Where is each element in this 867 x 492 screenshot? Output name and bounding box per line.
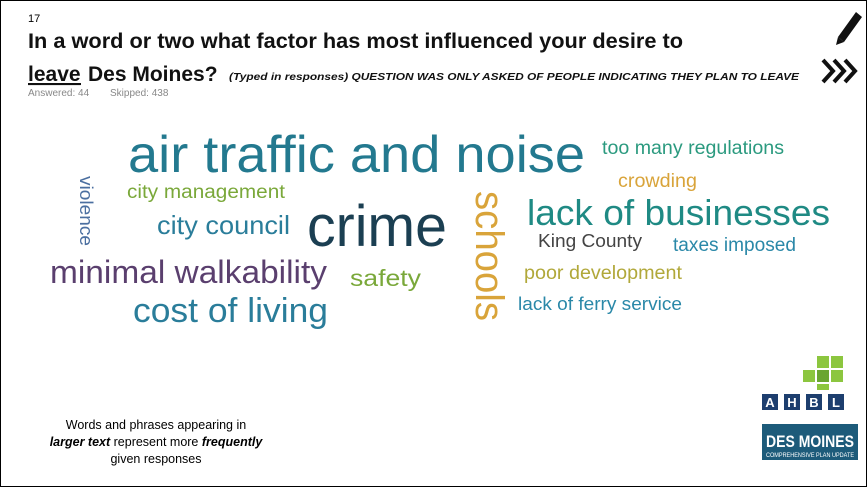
question-place: Des Moines? — [88, 63, 218, 86]
word: lack of businesses — [527, 192, 830, 233]
skipped: Skipped: 438 — [110, 88, 169, 99]
logo-tagline: COMPREHENSIVE PLAN UPDATE — [766, 453, 854, 459]
ahbl-logo: A H B L — [762, 356, 844, 410]
logo-letter: B — [809, 395, 818, 410]
word: city management — [127, 182, 286, 203]
footnote-text: larger text represent more frequently — [50, 435, 264, 449]
word: cost of living — [133, 292, 328, 330]
footnote-text: given responses — [110, 452, 201, 466]
word: violence — [76, 176, 96, 246]
logo-letter: A — [765, 395, 775, 410]
next-icon[interactable] — [821, 58, 858, 84]
word: schools — [467, 191, 511, 321]
footnote-text: Words and phrases appearing in — [66, 418, 246, 432]
word: city council — [157, 210, 290, 240]
word: poor development — [524, 263, 683, 284]
pencil-icon[interactable] — [836, 12, 862, 45]
question-emphasis: leave — [28, 63, 81, 86]
word: air traffic and noise — [128, 126, 585, 184]
logo-city: DES MOINES — [766, 432, 854, 451]
footnote-emphasis: larger text — [50, 435, 111, 449]
answered: Answered: 44 — [28, 88, 90, 99]
word: too many regulations — [602, 138, 784, 159]
word-cloud: air traffic and noise too many regulatio… — [50, 126, 830, 330]
question-line: In a word or two what factor has most in… — [28, 30, 683, 53]
des-moines-logo: DES MOINES COMPREHENSIVE PLAN UPDATE — [762, 424, 858, 460]
word: safety — [350, 265, 422, 291]
word: King County — [538, 231, 642, 251]
question-note: (Typed in responses) QUESTION WAS ONLY A… — [229, 71, 800, 83]
logo-letter: L — [832, 395, 840, 410]
footnote: Words and phrases appearing in larger te… — [50, 418, 264, 466]
word: crowding — [618, 171, 697, 192]
footnote-text: represent more — [114, 435, 199, 449]
word: lack of ferry service — [518, 294, 682, 314]
slide-number: 17 — [28, 13, 40, 25]
logo-letter: H — [787, 395, 796, 410]
word: taxes imposed — [673, 235, 796, 256]
footnote-emphasis: frequently — [202, 435, 263, 449]
word: minimal walkability — [50, 254, 327, 290]
word: crime — [307, 194, 447, 259]
